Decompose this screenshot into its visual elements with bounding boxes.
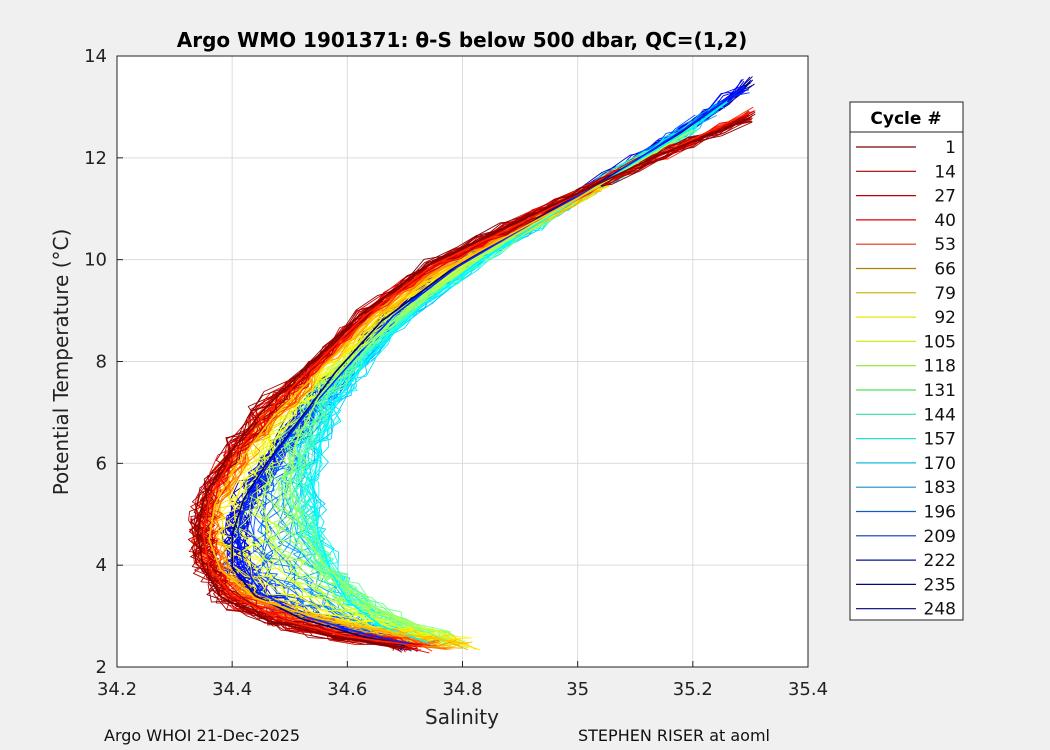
x-tick-label: 34.4 — [212, 679, 252, 700]
legend-entry-label: 118 — [924, 357, 956, 377]
legend-entry-label: 40 — [934, 211, 956, 231]
y-tick-label: 10 — [84, 250, 107, 271]
legend-entry-label: 105 — [924, 332, 956, 352]
series-layer — [187, 76, 756, 654]
series-line — [202, 111, 751, 648]
y-tick-label: 4 — [96, 555, 107, 576]
profile-line — [261, 147, 660, 646]
x-tick-label: 35.4 — [788, 679, 828, 700]
y-axis-label: Potential Temperature (°C) — [49, 229, 73, 496]
series-line — [237, 85, 746, 645]
legend-entries: 1 14 27 40 53 66 79 92 105 118 131 144 157 170 183 196 2… — [856, 138, 956, 620]
y-tick-label: 8 — [96, 352, 107, 373]
legend-entry-label: 209 — [924, 527, 956, 547]
legend-entry-label: 66 — [934, 260, 956, 280]
legend-entry-label: 183 — [924, 478, 956, 498]
series-line — [288, 129, 694, 643]
footer-left: Argo WHOI 21-Dec-2025 — [104, 726, 301, 745]
legend-entry-label: 79 — [934, 284, 956, 304]
legend: Cycle # 1 14 27 40 53 66 79 92 105 118 131 144 157 17… — [849, 101, 964, 621]
legend-box — [849, 101, 964, 621]
profile-line — [252, 158, 650, 640]
legend-entry-label: 14 — [934, 162, 956, 182]
legend-entry-label: 92 — [934, 308, 956, 328]
legend-entry-label: 170 — [924, 454, 956, 474]
y-tick-label: 2 — [96, 657, 107, 678]
axis-ticks: 34.2 34.4 34.6 34.8 35 35.2 35.4 2 4 6 8 10 12 14 — [84, 46, 828, 700]
legend-entry-label: 27 — [934, 187, 956, 207]
x-axis-label: Salinity — [425, 705, 499, 729]
legend-entry-label: 144 — [924, 405, 956, 425]
legend-entry-label: 157 — [924, 430, 956, 450]
legend-entry-label: 131 — [924, 381, 956, 401]
legend-entry-label: 222 — [924, 551, 956, 571]
y-tick-label: 6 — [96, 453, 107, 474]
y-tick-label: 12 — [84, 148, 107, 169]
y-tick-label: 14 — [84, 46, 107, 67]
x-tick-label: 34.6 — [327, 679, 367, 700]
x-tick-label: 34.8 — [442, 679, 482, 700]
legend-entry-label: 248 — [924, 600, 956, 620]
x-tick-label: 34.2 — [97, 679, 137, 700]
footer-right: STEPHEN RISER at aoml — [578, 726, 770, 745]
x-tick-label: 35 — [566, 679, 589, 700]
x-tick-label: 35.2 — [673, 679, 713, 700]
chart-title: Argo WMO 1901371: θ-S below 500 dbar, QC… — [177, 28, 747, 52]
legend-entry-label: 1 — [945, 138, 956, 158]
legend-entry-label: 53 — [934, 235, 956, 255]
legend-entry-label: 196 — [924, 503, 956, 523]
series-line — [196, 117, 751, 649]
legend-title: Cycle # — [870, 109, 941, 129]
series-line — [208, 185, 602, 645]
legend-entry-label: 235 — [924, 575, 956, 595]
